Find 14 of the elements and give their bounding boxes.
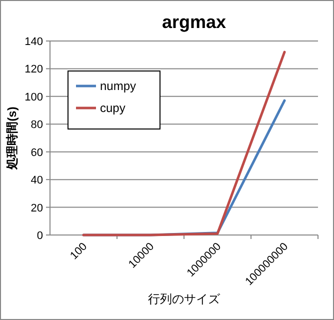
legend-label: cupy: [100, 101, 126, 115]
chart-title: argmax: [162, 12, 226, 32]
y-tick-label: 120: [24, 64, 43, 76]
y-tick-label: 100: [24, 91, 43, 104]
y-tick-label: 60: [30, 146, 43, 159]
y-tick-label: 80: [30, 119, 43, 132]
y-tick-label: 20: [30, 202, 43, 214]
y-tick-label: 40: [30, 174, 43, 187]
y-axis-title: 処理時間(s): [5, 106, 19, 170]
y-tick-label: 0: [36, 230, 43, 242]
legend-label: numpy: [100, 79, 136, 93]
x-axis-title: 行列のサイズ: [148, 292, 221, 306]
y-tick-label: 140: [24, 36, 43, 48]
x-tick-label: 100: [68, 240, 90, 262]
